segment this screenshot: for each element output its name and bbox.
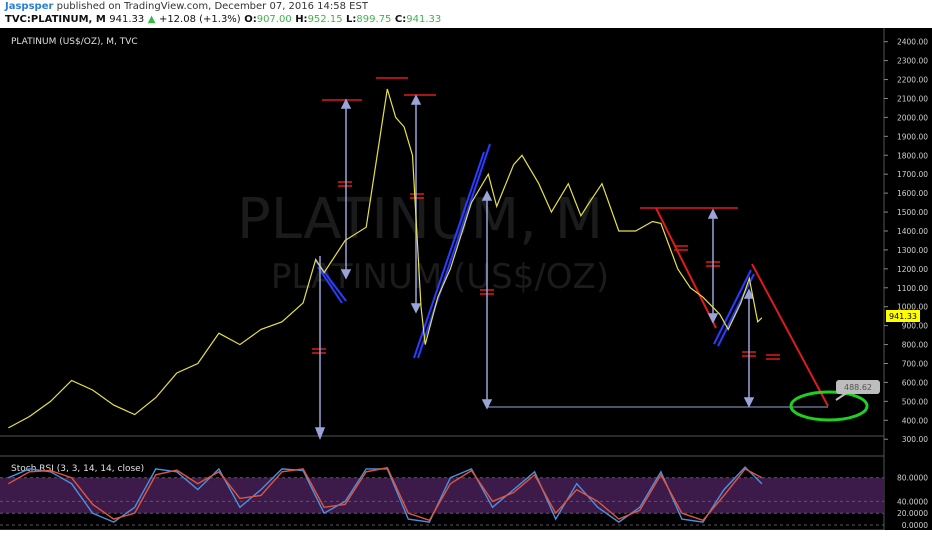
symbol-label: TVC:PLATINUM, M <box>5 14 106 25</box>
price-series-group <box>8 88 763 429</box>
measure-arrows <box>314 94 828 441</box>
open-value: 907.00 <box>256 14 292 25</box>
target-ellipse <box>789 390 869 422</box>
blue-channel-line <box>717 273 755 347</box>
stoch-axis-label: 20.0000 <box>897 509 928 518</box>
author-link[interactable]: Jaspsper <box>5 1 54 12</box>
blue-channel-line <box>413 151 485 359</box>
chart-header: Jaspsper published on TradingView.com, D… <box>0 0 932 28</box>
arrow-head-icon <box>707 313 719 324</box>
price-line <box>8 88 763 429</box>
close-value: 941.33 <box>406 14 442 25</box>
price-axis-label: 1000.00 <box>897 303 928 312</box>
stoch-axis-label: 40.0000 <box>897 497 928 506</box>
arrow-head-icon <box>481 190 493 201</box>
blue-channel-line <box>713 269 752 345</box>
red-trend-lines <box>655 207 829 407</box>
price-axis-label: 500.00 <box>902 397 928 406</box>
stoch-axis-label: 80.0000 <box>897 474 928 483</box>
chart-canvas[interactable]: PLATINUM, M PLATINUM (US$/OZ) PLATINUM (… <box>0 28 932 550</box>
close-key: C: <box>394 14 407 25</box>
chart-background <box>0 28 932 550</box>
price-axis-label: 2100.00 <box>897 94 928 103</box>
price-axis-label: 2300.00 <box>897 57 928 66</box>
arrow-head-icon <box>410 303 422 314</box>
price-axis-label: 300.00 <box>902 435 928 444</box>
open-key: O: <box>244 14 257 25</box>
price-change: +12.08 (+1.3%) <box>158 14 241 25</box>
target-label-box <box>836 380 880 394</box>
arrow-head-icon <box>743 288 755 299</box>
price-axis-label: 700.00 <box>902 359 928 368</box>
stoch-series-group <box>8 466 763 523</box>
main-legend: PLATINUM (US$/OZ), M, TVC <box>11 37 138 47</box>
price-axis-label: 1400.00 <box>897 227 928 236</box>
publish-info: published on TradingView.com, December 0… <box>56 1 368 12</box>
blue-channel-line <box>317 266 343 304</box>
red-target-markers <box>312 77 780 360</box>
arrow-head-icon <box>410 94 422 105</box>
price-axis-label: 1900.00 <box>897 132 928 141</box>
arrow-head-icon <box>481 399 493 410</box>
arrow-head-icon <box>743 397 755 408</box>
publish-line: Jaspsper published on TradingView.com, D… <box>5 1 368 12</box>
price-axis-label: 1200.00 <box>897 265 928 274</box>
price-axis-label: 2200.00 <box>897 76 928 85</box>
price-axis-label: 800.00 <box>902 341 928 350</box>
arrow-head-icon <box>314 427 326 441</box>
last-price: 941.33 <box>109 14 145 25</box>
time-axis-bg <box>0 530 932 550</box>
price-axis-label: 1100.00 <box>897 284 928 293</box>
price-axis-label: 1800.00 <box>897 151 928 160</box>
arrow-head-icon <box>707 208 719 219</box>
stoch-legend: Stoch RSI (3, 3, 14, 14, close) <box>11 464 144 474</box>
price-axis-label: 600.00 <box>902 378 928 387</box>
low-key: L: <box>346 14 357 25</box>
up-arrow-icon: ▲ <box>147 14 156 25</box>
red-trend-line <box>751 263 829 407</box>
price-axis-label: 400.00 <box>902 416 928 425</box>
last-price-tag <box>886 310 920 322</box>
price-axis-label: 1300.00 <box>897 246 928 255</box>
watermark-symbol: PLATINUM, M <box>237 187 603 252</box>
price-axis-label: 2000.00 <box>897 113 928 122</box>
arrow-head-icon <box>340 269 352 280</box>
price-axis-label: 900.00 <box>902 322 928 331</box>
blue-channel-line <box>417 143 491 359</box>
high-key: H: <box>295 14 308 25</box>
price-axis[interactable]: 300.00 400.00 500.00 600.00 700.00 800.00 900.… <box>884 38 928 445</box>
price-axis-label: 1500.00 <box>897 208 928 217</box>
last-price-tag-label: 941.33 <box>889 312 917 321</box>
ohlc-line: TVC:PLATINUM, M 941.33 ▲ +12.08 (+1.3%) … <box>5 14 441 25</box>
high-value: 952.15 <box>307 14 343 25</box>
price-axis-label: 1700.00 <box>897 170 928 179</box>
low-value: 899.75 <box>356 14 392 25</box>
stoch-axis-label: 0.0000 <box>902 521 928 530</box>
red-trend-line <box>655 207 717 329</box>
price-axis-label: 2400.00 <box>897 38 928 47</box>
price-axis-label: 1600.00 <box>897 189 928 198</box>
drawing-layer[interactable]: 488.62 <box>312 77 880 441</box>
stoch-d-line <box>8 466 763 522</box>
target-label: 488.62 <box>844 383 872 392</box>
stoch-axis[interactable]: 0.0000 20.0000 40.0000 80.0000 <box>0 474 928 530</box>
arrow-head-icon <box>340 98 352 109</box>
